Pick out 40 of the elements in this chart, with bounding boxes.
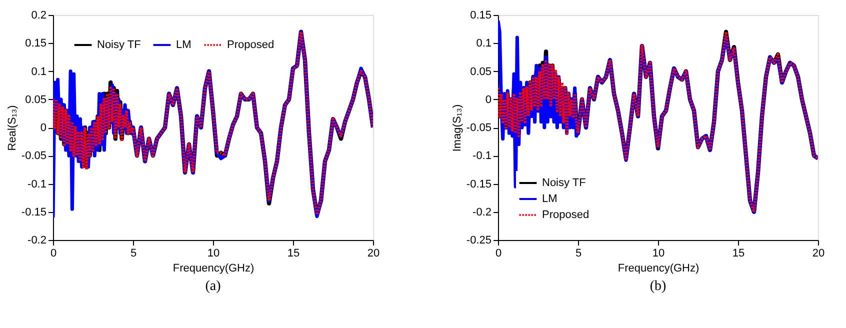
legend-label: Proposed xyxy=(542,209,590,221)
y-axis-title: Real(S₁₃) xyxy=(6,105,18,151)
y-tick-label: -0.05 xyxy=(466,122,492,134)
y-tick-label: -0.25 xyxy=(466,234,492,246)
legend-label: Proposed xyxy=(227,39,274,51)
legend-label: Noisy TF xyxy=(97,39,142,51)
x-tick-label: 10 xyxy=(207,248,220,260)
y-tick-label: 0.2 xyxy=(31,10,46,22)
text: (a) xyxy=(205,279,222,294)
y-tick-label: 0 xyxy=(40,122,46,134)
x-tick-label: 0 xyxy=(495,248,502,260)
x-tick-label: 15 xyxy=(287,248,300,260)
x-tick-label: 15 xyxy=(732,248,745,260)
text: (b) xyxy=(650,279,666,294)
x-tick-label: 5 xyxy=(575,248,582,260)
y-tick-label: 0.1 xyxy=(31,66,46,78)
legend-label: LM xyxy=(176,39,192,51)
y-tick-label: 0.15 xyxy=(470,10,492,22)
y-tick-label: -0.1 xyxy=(472,150,492,162)
y-tick-label: 0.05 xyxy=(470,66,492,78)
y-tick-label: 0.05 xyxy=(25,94,46,106)
y-tick-label: 0.1 xyxy=(476,38,492,50)
y-axis-title: Imag(S₁₃) xyxy=(451,104,464,152)
y-tick-label: -0.2 xyxy=(28,234,46,246)
y-tick-label: -0.15 xyxy=(21,206,46,218)
x-tick-label: 20 xyxy=(367,248,380,260)
x-tick-label: 0 xyxy=(50,248,57,260)
x-axis-title: Frequency(GHz) xyxy=(172,262,254,274)
y-tick-label: -0.15 xyxy=(466,178,492,190)
legend-label: LM xyxy=(542,193,558,205)
y-tick-label: 0 xyxy=(485,94,492,106)
y-tick-label: -0.05 xyxy=(21,150,46,162)
x-tick-label: 5 xyxy=(130,248,137,260)
x-tick-label: 20 xyxy=(812,248,825,260)
y-tick-label: -0.2 xyxy=(472,206,492,218)
y-tick-label: 0.15 xyxy=(25,38,46,50)
x-axis-title: Frequency(GHz) xyxy=(618,262,700,274)
legend-label: Noisy TF xyxy=(542,177,586,189)
x-tick-label: 10 xyxy=(652,248,665,260)
y-tick-label: -0.1 xyxy=(28,178,46,190)
